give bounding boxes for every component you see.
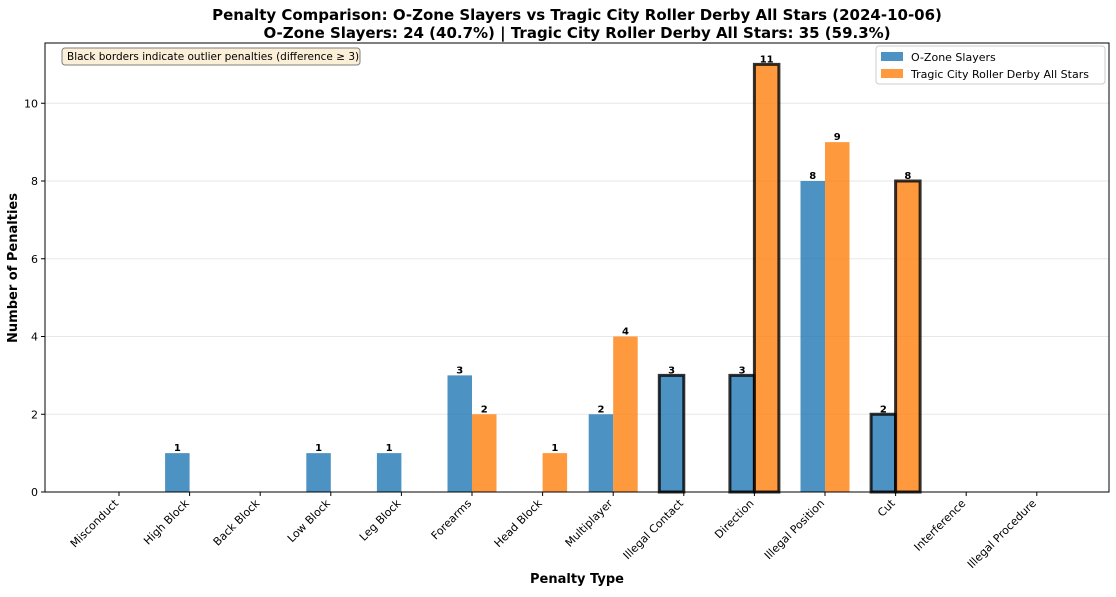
value-label-o-zone-slayers-forearms: 3 <box>456 365 463 376</box>
value-label-o-zone-slayers-illegal-position: 8 <box>809 171 816 182</box>
value-label-o-zone-slayers-cut: 2 <box>880 404 887 415</box>
value-label-o-zone-slayers-high-block: 1 <box>174 443 181 454</box>
value-label-tragic-city-roller-derby-all-stars-cut: 8 <box>904 171 911 182</box>
annotation-background <box>61 47 361 66</box>
bar-o-zone-slayers-direction <box>728 373 756 494</box>
bar-o-zone-slayers-illegal-contact <box>657 373 686 494</box>
legend-label-tragic-city: Tragic City Roller Derby All Stars <box>910 68 1089 81</box>
x-tick-label-misconduct: Misconduct <box>68 496 122 550</box>
x-tick-label-cut: Cut <box>875 496 898 519</box>
value-label-tragic-city-roller-derby-all-stars-head-block: 1 <box>551 443 558 454</box>
bar-tragic-city-roller-derby-all-stars-direction <box>752 62 781 494</box>
value-label-o-zone-slayers-illegal-contact: 3 <box>668 365 675 376</box>
annotation-text: Black borders indicate outlier penalties… <box>67 51 359 63</box>
y-axis-label: Number of Penalties <box>6 193 21 343</box>
legend-swatch-o-zone-slayers <box>881 52 903 61</box>
value-label-tragic-city-roller-derby-all-stars-illegal-position: 9 <box>834 132 841 143</box>
value-label-o-zone-slayers-direction: 3 <box>739 365 746 376</box>
bar-o-zone-slayers-high-block <box>165 453 190 492</box>
y-tick-label: 0 <box>31 486 38 499</box>
bar-tragic-city-roller-derby-all-stars-cut <box>894 179 922 494</box>
x-tick-label-leg-block: Leg Block <box>357 496 404 543</box>
bar-o-zone-slayers-illegal-position <box>800 181 825 492</box>
x-tick-label-illegal-position: Illegal Position <box>762 497 827 562</box>
bar-o-zone-slayers-leg-block <box>376 453 402 492</box>
bar-o-zone-slayers-forearms <box>447 375 472 492</box>
value-label-tragic-city-roller-derby-all-stars-multiplayer: 4 <box>622 327 629 338</box>
annotation-box: Black borders indicate outlier penalties… <box>61 47 361 66</box>
value-label-o-zone-slayers-leg-block: 1 <box>386 443 393 454</box>
plot-frame <box>44 42 1110 493</box>
x-tick-label-multiplayer: Multiplayer <box>563 497 616 550</box>
x-axis-label: Penalty Type <box>530 572 624 587</box>
chart-subtitle: O-Zone Slayers: 24 (40.7%) | Tragic City… <box>263 24 890 43</box>
bar-o-zone-slayers-multiplayer <box>588 414 614 492</box>
legend-swatch-tragic-city <box>881 69 903 78</box>
bar-tragic-city-roller-derby-all-stars-forearms <box>472 414 497 492</box>
x-tick-label-forearms: Forearms <box>429 497 475 543</box>
bar-tragic-city-roller-derby-all-stars-illegal-position <box>825 142 850 492</box>
x-tick-label-low-block: Low Block <box>285 496 333 544</box>
x-tick-label-illegal-contact: Illegal Contact <box>621 496 687 562</box>
x-ticks-layer: Misconduct High Block Back Block Low Block L… <box>68 492 1039 571</box>
grid-layer <box>45 102 1109 493</box>
x-tick-label-illegal-procedure: Illegal Procedure <box>965 497 1039 571</box>
x-tick-label-head-block: Head Block <box>492 496 545 549</box>
y-tick-label: 6 <box>31 253 38 266</box>
bars-layer <box>165 62 922 494</box>
bar-o-zone-slayers-cut <box>869 412 898 494</box>
legend: O-Zone Slayers Tragic City Roller Derby … <box>875 45 1106 85</box>
x-tick-label-high-block: High Block <box>141 496 192 547</box>
bar-tragic-city-roller-derby-all-stars-head-block <box>542 453 568 492</box>
y-ticks-layer: 0 2 4 6 8 10 <box>24 97 45 499</box>
chart-title: Penalty Comparison: O-Zone Slayers vs Tr… <box>212 6 942 24</box>
y-tick-label: 10 <box>24 97 38 110</box>
value-label-tragic-city-roller-derby-all-stars-direction: 11 <box>760 54 774 65</box>
y-tick-label: 4 <box>31 331 38 344</box>
x-tick-label-interference: Interference <box>912 497 969 554</box>
legend-frame <box>875 45 1106 85</box>
y-tick-label: 2 <box>31 408 38 421</box>
x-tick-label-back-block: Back Block <box>211 496 263 548</box>
bar-o-zone-slayers-low-block <box>306 453 331 492</box>
bar-tragic-city-roller-derby-all-stars-multiplayer <box>613 336 638 492</box>
value-label-o-zone-slayers-multiplayer: 2 <box>597 404 604 415</box>
value-label-o-zone-slayers-low-block: 1 <box>315 443 322 454</box>
value-label-tragic-city-roller-derby-all-stars-forearms: 2 <box>481 404 488 415</box>
legend-label-o-zone-slayers: O-Zone Slayers <box>911 51 996 64</box>
y-tick-label: 8 <box>31 175 38 188</box>
x-tick-label-direction: Direction <box>712 497 756 541</box>
